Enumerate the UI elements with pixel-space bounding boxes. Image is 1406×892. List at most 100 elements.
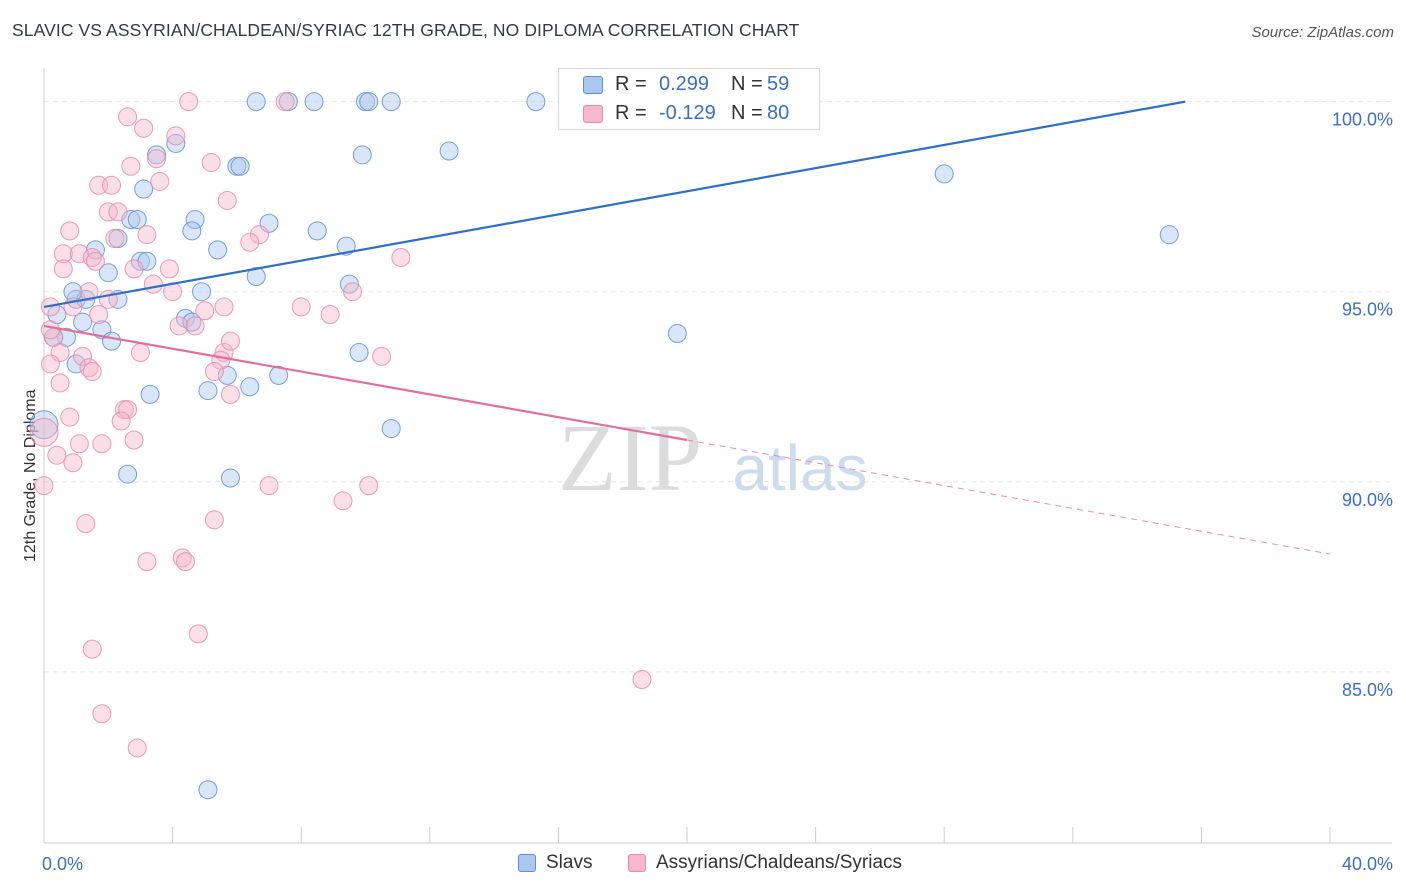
assyrians-point [291,297,311,317]
assyrians-point [40,297,60,317]
assyrians-point [259,476,279,496]
data-points [29,92,1179,800]
legend-item-assyrians[interactable]: Assyrians/Chaldeans/Syriacs [628,852,902,874]
assyrians-point [175,552,195,572]
r-label: R = [615,102,647,124]
assyrians-point [92,434,112,454]
slavs-point [381,92,401,112]
slavs-point [307,221,327,241]
assyrians-point [53,259,73,279]
assyrians-point [159,259,179,279]
slavs-point [336,236,356,256]
y-tick-label: 95.0% [1342,300,1393,320]
slavs-point [359,92,379,112]
assyrians-point [179,92,199,112]
x-tick-label: 40.0% [1342,854,1393,874]
slavs-point [246,267,266,287]
assyrians-point [217,190,237,210]
assyrians-point [29,417,59,447]
assyrians-point [185,316,205,336]
trend-line-assyrians [43,324,688,442]
slavs-point [134,179,154,199]
slavs-point [339,274,359,294]
assyrians-point [53,244,73,264]
assyrians-point [102,175,122,195]
assyrians-point [63,453,83,473]
assyrians-point [333,491,353,511]
assyrians-point [372,346,392,366]
assyrians-point [82,639,102,659]
slavs-point [230,156,250,176]
slavs-point [269,365,289,385]
slavs-point [381,419,401,439]
legend-item-slavs[interactable]: Slavs [518,852,592,874]
source-label: Source: ZipAtlas.com [1251,24,1394,41]
assyrians-point [108,202,128,222]
assyrians-point [169,316,189,336]
assyrians-point [82,247,102,267]
slavs-point [304,92,324,112]
slavs-point [220,468,240,488]
r-value: 0.299 [659,73,710,95]
assyrians-point [60,407,80,427]
assyrians-point [172,548,192,568]
slavs-point [526,92,546,112]
assyrians-point [275,92,295,112]
assyrians-point [343,282,363,302]
slavs-point [73,312,93,332]
slavs-point [85,240,105,260]
assyrians-point [85,251,105,271]
slavs-point [198,381,218,401]
slavs-point [198,780,218,800]
assyrians-point [79,358,99,378]
assyrians-point [204,510,224,530]
assyrians-point [118,400,138,420]
y-tick-label: 85.0% [1342,680,1393,700]
slavs-point [352,145,372,165]
assyrians-point [150,171,170,191]
assyrians-point [60,221,80,241]
slavs-point [246,92,266,112]
assyrians-point [73,346,93,366]
assyrians-point [98,289,118,309]
slavs-point [349,343,369,363]
trend-line-slavs [43,100,1186,309]
slavs-point [29,410,59,440]
assyrians-point [195,301,215,321]
tick-labels: 85.0% 90.0% 95.0% 100.0% 0.0% 40.0% [42,110,1393,874]
r-label: R = [615,73,647,95]
assyrians-point [240,232,260,252]
assyrians-point [220,331,240,351]
assyrians-point [188,624,208,644]
assyrians-point [143,274,163,294]
slavs-point [185,209,205,229]
assyrians-point [69,244,89,264]
slavs-point [240,377,260,397]
assyrians-point [204,362,224,382]
assyrians-point [76,514,96,534]
watermark: ZIP atlas [558,404,868,511]
assyrians-point [137,225,157,245]
assyrians-point [47,445,67,465]
assyrians-point [121,156,141,176]
slavs-point [140,384,160,404]
assyrians-point [124,259,144,279]
slavs-point [66,354,86,374]
assyrians-point [147,149,167,169]
stats-box: R = 0.299 N = 59 R = -0.129 N = 80 [558,68,820,130]
assyrians-point [391,247,411,267]
assyrians-point [130,343,150,363]
assyrians-swatch [583,105,603,123]
assyrians-point [320,305,340,325]
assyrians-point [40,320,60,340]
stats-row-assyrians: R = -0.129 N = 80 [559,100,821,128]
assyrians-point [166,126,186,146]
slavs-point [127,209,147,229]
assyrians-point [105,228,125,248]
n-value: 80 [767,102,790,124]
assyrians-point [134,118,154,138]
r-value: -0.129 [659,102,716,124]
assyrians-point [111,411,131,431]
slavs-point [208,240,228,260]
assyrians-point [137,552,157,572]
